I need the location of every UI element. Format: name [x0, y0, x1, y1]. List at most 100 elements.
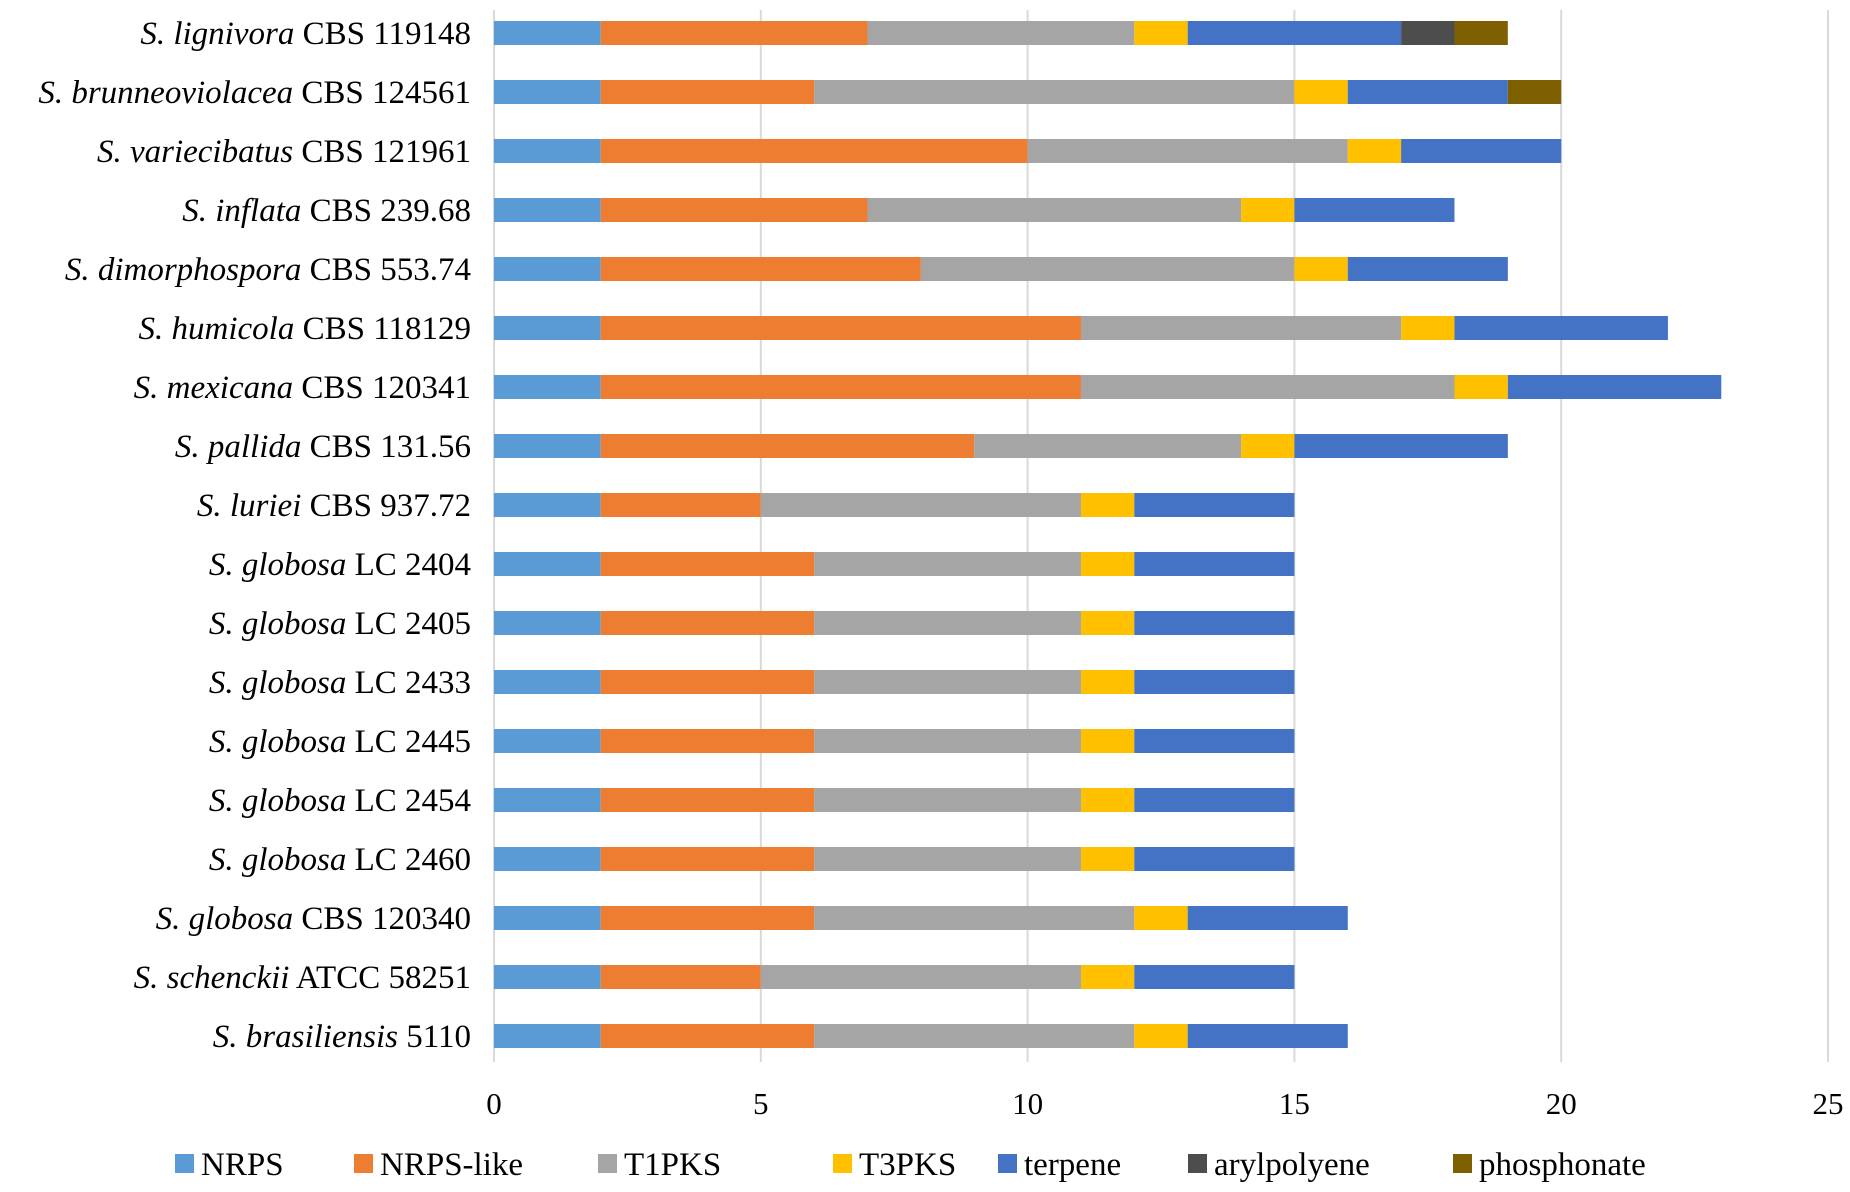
bar-T1PKS-12: [814, 729, 1081, 753]
bar-NRPS-4: [494, 257, 601, 281]
category-label: S. globosa LC 2454: [209, 783, 471, 819]
category-label: S. luriei CBS 937.72: [197, 488, 471, 524]
legend-label-T3PKS: T3PKS: [859, 1147, 956, 1183]
bar-NRPS-like-9: [600, 552, 815, 576]
bar-T1PKS-8: [760, 493, 1081, 517]
bar-NRPS-15: [494, 906, 601, 930]
bar-NRPS-like-14: [600, 847, 815, 871]
bar-T1PKS-6: [1080, 375, 1455, 399]
bar-T1PKS-1: [814, 80, 1295, 104]
bar-NRPS-like-2: [600, 139, 1028, 163]
category-species: S. schenckii: [134, 960, 290, 996]
bar-terpene-14: [1134, 847, 1295, 871]
legend-label-phosphonate: phosphonate: [1479, 1147, 1646, 1183]
bar-NRPS-3: [494, 198, 601, 222]
bar-NRPS-11: [494, 670, 601, 694]
bar-T3PKS-7: [1241, 434, 1295, 458]
bar-terpene-7: [1294, 434, 1508, 458]
category-strain: CBS 118129: [294, 311, 471, 347]
bar-NRPS-10: [494, 611, 601, 635]
bar-NRPS-0: [494, 21, 601, 45]
category-strain: 5110: [398, 1019, 471, 1055]
bar-T3PKS-2: [1347, 139, 1402, 163]
category-label: S. pallida CBS 131.56: [175, 429, 471, 465]
category-strain: LC 2405: [346, 606, 471, 642]
category-species: S. mexicana: [134, 370, 293, 406]
bar-terpene-17: [1187, 1024, 1348, 1048]
bar-NRPS-12: [494, 729, 601, 753]
bar-terpene-15: [1187, 906, 1348, 930]
bar-T1PKS-13: [814, 788, 1081, 812]
bar-NRPS-like-4: [600, 257, 921, 281]
bar-NRPS-like-1: [600, 80, 815, 104]
category-species: S. globosa: [156, 901, 294, 937]
legend-swatch-arylpolyene: [1188, 1154, 1207, 1173]
bar-T1PKS-4: [920, 257, 1295, 281]
category-species: S. luriei: [197, 488, 302, 524]
bar-T1PKS-7: [974, 434, 1242, 458]
category-strain: CBS 131.56: [301, 429, 471, 465]
gridlines: [493, 10, 1829, 1062]
category-label: S. dimorphospora CBS 553.74: [65, 252, 471, 288]
bar-arylpolyene-0: [1401, 21, 1455, 45]
bar-NRPS-like-12: [600, 729, 815, 753]
bar-T3PKS-13: [1080, 788, 1135, 812]
bar-terpene-5: [1454, 316, 1668, 340]
category-strain: LC 2454: [346, 783, 471, 819]
bar-phosphonate-0: [1454, 21, 1508, 45]
bar-phosphonate-1: [1507, 80, 1562, 104]
bar-NRPS-13: [494, 788, 601, 812]
bar-T1PKS-0: [867, 21, 1135, 45]
bar-T3PKS-3: [1241, 198, 1295, 222]
category-strain: CBS 120340: [293, 901, 471, 937]
bar-terpene-3: [1294, 198, 1455, 222]
category-label: S. mexicana CBS 120341: [134, 370, 471, 406]
bar-T3PKS-4: [1294, 257, 1348, 281]
legend-item-terpene: terpene: [998, 1147, 1121, 1183]
legend-label-NRPS-like: NRPS-like: [380, 1147, 523, 1183]
category-species: S. lignivora: [140, 16, 294, 52]
bar-terpene-0: [1187, 21, 1402, 45]
bar-NRPS-like-3: [600, 198, 868, 222]
legend-label-NRPS: NRPS: [201, 1147, 284, 1183]
bar-NRPS-like-15: [600, 906, 815, 930]
legend-swatch-terpene: [998, 1154, 1017, 1173]
category-strain: LC 2433: [346, 665, 471, 701]
bar-terpene-4: [1347, 257, 1508, 281]
category-label: S. schenckii ATCC 58251: [134, 960, 471, 996]
legend-swatch-T3PKS: [833, 1154, 852, 1173]
bar-T3PKS-15: [1134, 906, 1188, 930]
bar-NRPS-8: [494, 493, 601, 517]
category-species: S. globosa: [209, 665, 347, 701]
bar-NRPS-17: [494, 1024, 601, 1048]
category-strain: LC 2460: [346, 842, 471, 878]
bar-T1PKS-5: [1080, 316, 1402, 340]
bar-T3PKS-9: [1080, 552, 1135, 576]
bar-T3PKS-8: [1080, 493, 1135, 517]
x-tick-label-20: 20: [1546, 1086, 1577, 1121]
bar-T3PKS-14: [1080, 847, 1135, 871]
bar-terpene-10: [1134, 611, 1295, 635]
category-species: S. dimorphospora: [65, 252, 302, 288]
bar-NRPS-14: [494, 847, 601, 871]
legend: NRPS NRPS-like T1PKS T3PKS terpene arylpolyen…: [175, 1147, 1646, 1183]
bar-NRPS-9: [494, 552, 601, 576]
category-strain: CBS 121961: [293, 134, 471, 170]
category-species: S. brasiliensis: [213, 1019, 398, 1055]
x-tick-label-10: 10: [1012, 1086, 1043, 1121]
category-species: S. globosa: [209, 724, 347, 760]
bar-T3PKS-5: [1401, 316, 1455, 340]
bar-terpene-16: [1134, 965, 1295, 989]
legend-item-arylpolyene: arylpolyene: [1188, 1147, 1370, 1183]
category-label: S. globosa LC 2405: [209, 606, 471, 642]
category-label: S. lignivora CBS 119148: [140, 16, 471, 52]
category-label: S. globosa LC 2404: [209, 547, 471, 583]
bar-terpene-12: [1134, 729, 1295, 753]
category-label: S. brunneoviolacea CBS 124561: [38, 75, 471, 111]
bar-T1PKS-10: [814, 611, 1081, 635]
y-axis-labels: S. lignivora CBS 119148 S. brunneoviolace…: [38, 16, 471, 1055]
x-axis-ticks: 0 5 10 15 20 25: [486, 1086, 1843, 1121]
category-strain: CBS 239.68: [301, 193, 471, 229]
category-strain: LC 2404: [346, 547, 471, 583]
